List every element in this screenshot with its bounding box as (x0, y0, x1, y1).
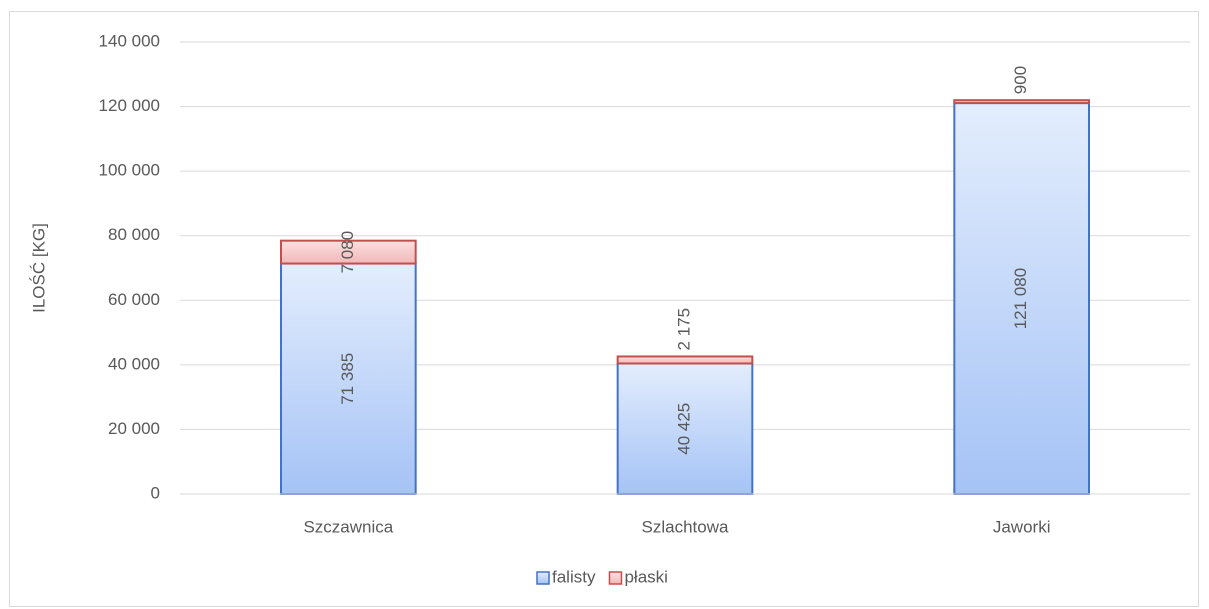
y-axis-title: ILOŚĆ [KG] (29, 223, 48, 313)
legend-label: falisty (552, 567, 596, 586)
y-tick-label: 60 000 (108, 290, 160, 309)
y-tick-label: 120 000 (99, 96, 160, 115)
bar-segment (616, 362, 754, 495)
data-label: 121 080 (1011, 268, 1030, 329)
y-tick-label: 80 000 (108, 225, 160, 244)
y-tick-label: 20 000 (108, 419, 160, 438)
chart-border (9, 11, 1199, 607)
x-tick-label: Szczawnica (303, 517, 393, 536)
x-tick-label: Szlachtowa (642, 517, 729, 536)
data-label: 71 385 (338, 353, 357, 405)
data-label: 40 425 (674, 403, 693, 455)
bar-segment (616, 355, 754, 365)
data-label: 900 (1011, 66, 1030, 94)
data-label: 7 080 (338, 231, 357, 274)
y-tick-label: 0 (151, 483, 160, 502)
legend-swatch (536, 571, 550, 585)
legend-swatch (608, 571, 623, 585)
bar-segment (280, 239, 417, 265)
y-tick-label: 100 000 (99, 161, 160, 180)
x-tick-label: Jaworki (993, 517, 1051, 536)
bar-segment (953, 102, 1090, 496)
bar-segment (953, 99, 1090, 105)
legend-label: płaski (624, 567, 667, 586)
data-label: 2 175 (674, 308, 693, 351)
y-tick-label: 40 000 (108, 354, 160, 373)
y-tick-label: 140 000 (99, 31, 160, 50)
